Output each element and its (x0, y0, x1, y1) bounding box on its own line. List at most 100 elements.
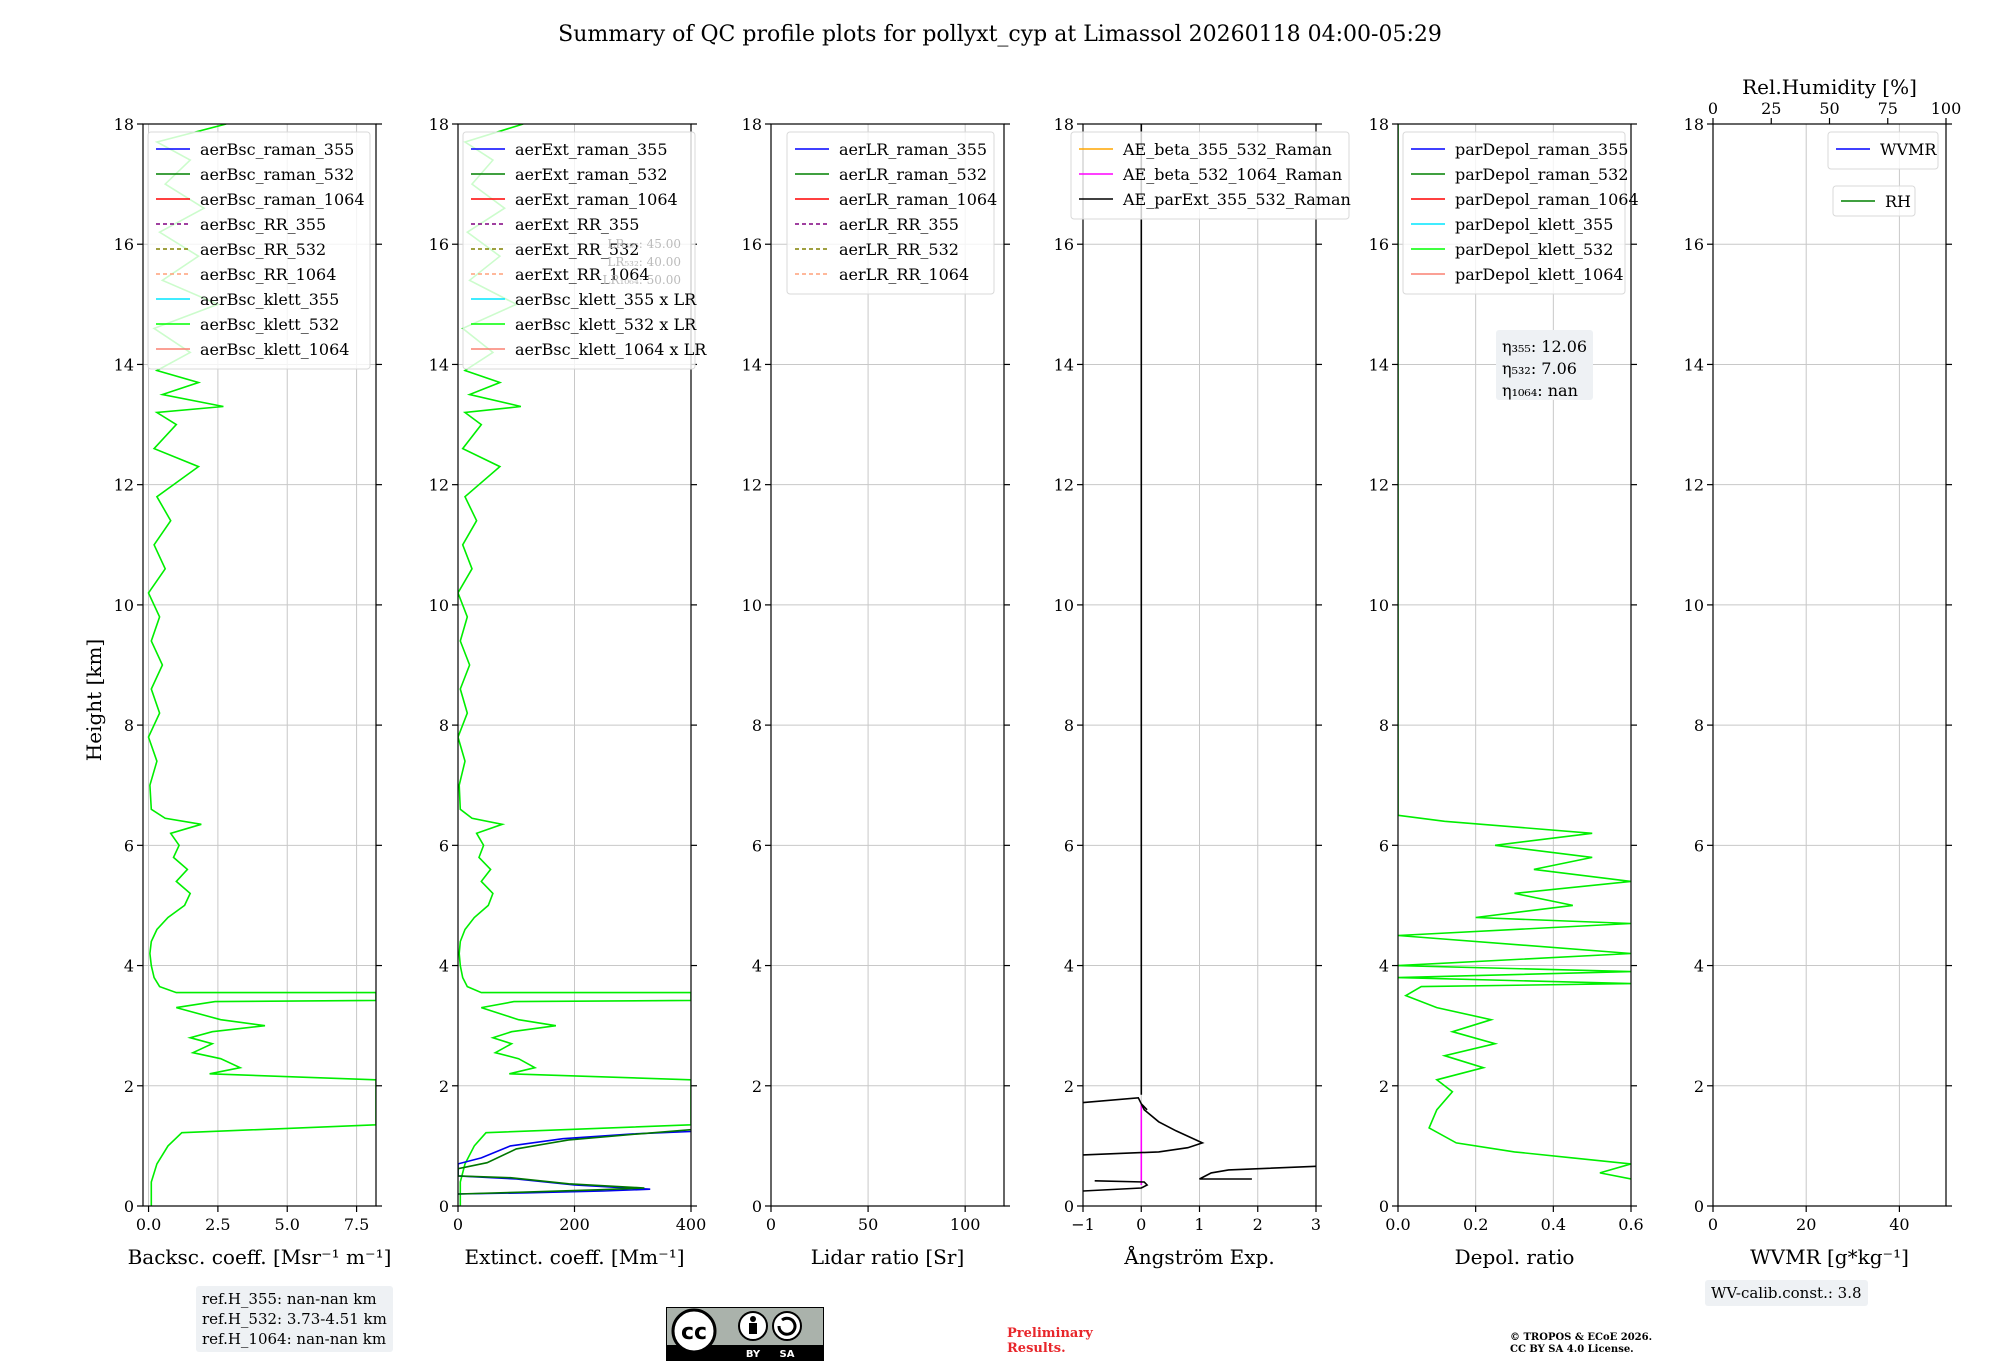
legend-entry: AE_parExt_355_532_Raman (1122, 190, 1351, 209)
series-line-aerExt_raman_355 (458, 1130, 691, 1195)
y-tick-label: 18 (429, 115, 449, 134)
eta-box (1496, 330, 1593, 400)
legend-box (462, 131, 696, 370)
top-x-tick-label: 100 (1931, 99, 1962, 118)
y-tick-label: 18 (1054, 115, 1074, 134)
y-tick-label: 0 (1694, 1197, 1704, 1216)
y-tick-label: 14 (1684, 355, 1704, 374)
legend-entry: aerExt_RR_532 (515, 240, 639, 259)
preliminary-results-note: Preliminary Results. (1007, 1326, 1093, 1356)
eta-label: η₁₀₆₄: nan (1502, 381, 1578, 400)
legend-entry: parDepol_raman_355 (1455, 140, 1628, 159)
legend-entry: aerBsc_RR_355 (200, 215, 326, 234)
x-axis-label: Depol. ratio (1455, 1245, 1575, 1269)
lidar-ratio-panel: 0 2 4 6 8 10 12 14 16 18 0 50 100 Lidar ratio [Sr] aer… (742, 115, 1010, 1269)
y-tick-label: 16 (1369, 235, 1389, 254)
y-tick-label: 10 (1369, 596, 1389, 615)
top-x-axis-label: Rel.Humidity [%] (1742, 75, 1917, 99)
top-x-tick-label: 50 (1819, 99, 1839, 118)
y-tick-label: 16 (429, 235, 449, 254)
x-tick-label: 0 (1136, 1215, 1146, 1234)
y-tick-label: 18 (114, 115, 134, 134)
cc-sa-label: SA (780, 1349, 795, 1360)
ref-height-532: ref.H_532: 3.73-4.51 km (202, 1310, 387, 1328)
y-tick-label: 8 (1694, 716, 1704, 735)
y-tick-label: 14 (1369, 355, 1389, 374)
y-tick-label: 0 (439, 1197, 449, 1216)
wv-calibration-constant: WV-calib.const.: 3.8 (1711, 1284, 1862, 1302)
y-tick-label: 10 (1054, 596, 1074, 615)
y-tick-label: 0 (752, 1197, 762, 1216)
legend-entry: parDepol_raman_1064 (1455, 190, 1639, 209)
x-tick-label: 200 (559, 1215, 590, 1234)
x-tick-label: 100 (950, 1215, 981, 1234)
y-tick-label: 8 (124, 716, 134, 735)
y-tick-label: 18 (1369, 115, 1389, 134)
y-tick-label: 8 (1064, 716, 1074, 735)
series-line-parDepol_klett_532 (1398, 124, 1631, 1180)
y-tick-label: 12 (1684, 476, 1704, 495)
license-note: © TROPOS & ECoE 2026. CC BY SA 4.0 Licen… (1510, 1332, 1652, 1356)
ref-height-1064: ref.H_1064: nan-nan km (202, 1330, 387, 1348)
legend-entry: aerLR_RR_355 (839, 215, 959, 234)
copyright-line: © TROPOS & ECoE 2026. (1510, 1332, 1653, 1343)
legend-box (1402, 131, 1626, 295)
y-tick-label: 2 (124, 1077, 134, 1096)
series-line-aerExt_raman_532 (458, 1128, 691, 1195)
y-tick-label: 18 (742, 115, 762, 134)
legend-entry: aerExt_raman_532 (515, 165, 668, 184)
x-axis-label: Lidar ratio [Sr] (811, 1245, 965, 1269)
legend-entry: WVMR (1880, 140, 1937, 159)
y-tick-label: 0 (1064, 1197, 1074, 1216)
y-tick-label: 0 (1379, 1197, 1389, 1216)
y-tick-label: 10 (1684, 596, 1704, 615)
legend-entry: aerBsc_klett_532 (200, 315, 339, 334)
y-tick-label: 14 (1054, 355, 1074, 374)
reference-heights-box: ref.H_355: nan-nan km ref.H_532: 3.73-4.… (196, 1286, 393, 1352)
y-tick-label: 4 (439, 957, 449, 976)
y-tick-label: 6 (752, 836, 762, 855)
y-tick-label: 14 (114, 355, 134, 374)
legend-entry: aerExt_RR_355 (515, 215, 639, 234)
x-tick-label: 2 (1253, 1215, 1263, 1234)
legend: WVMR (1827, 131, 1939, 170)
y-tick-label: 8 (752, 716, 762, 735)
y-tick-label: 4 (752, 957, 762, 976)
y-tick-label: 2 (752, 1077, 762, 1096)
axes-frame (770, 123, 1005, 1207)
y-tick-label: 2 (1694, 1077, 1704, 1096)
y-tick-label: 8 (439, 716, 449, 735)
y-tick-label: 4 (1694, 957, 1704, 976)
x-tick-label: 400 (676, 1215, 707, 1234)
y-tick-label: 12 (114, 476, 134, 495)
y-tick-label: 16 (742, 235, 762, 254)
y-tick-label: 12 (1369, 476, 1389, 495)
legend-entry: RH (1885, 192, 1911, 211)
x-tick-label: 0.6 (1618, 1215, 1643, 1234)
x-tick-label: −1 (1071, 1215, 1095, 1234)
y-tick-label: 6 (1694, 836, 1704, 855)
lidar-ratio-label: LR₃₅₅: 45.00 (607, 237, 681, 251)
top-x-tick-label: 25 (1761, 99, 1781, 118)
y-tick-label: 10 (742, 596, 762, 615)
x-tick-label: 0 (766, 1215, 776, 1234)
legend-entry: aerBsc_raman_1064 (200, 190, 365, 209)
y-tick-label: 4 (124, 957, 134, 976)
eta-label: η₃₅₅: 12.06 (1502, 337, 1587, 356)
cc-by-label: BY (746, 1349, 761, 1360)
y-tick-label: 12 (742, 476, 762, 495)
legend-entry: AE_beta_355_532_Raman (1122, 140, 1332, 159)
legend-entry: aerExt_raman_355 (515, 140, 668, 159)
legend-entry: aerBsc_RR_1064 (200, 265, 336, 284)
legend-entry: aerBsc_klett_355 x LR (515, 290, 697, 309)
y-tick-label: 18 (1684, 115, 1704, 134)
legend-entry: aerLR_RR_532 (839, 240, 959, 259)
x-tick-label: 5.0 (275, 1215, 300, 1234)
x-axis-label: Ångström Exp. (1123, 1244, 1274, 1269)
license-line: CC BY SA 4.0 License. (1510, 1344, 1634, 1355)
legend-entry: parDepol_klett_355 (1455, 215, 1613, 234)
x-tick-label: 3 (1311, 1215, 1321, 1234)
x-tick-label: 50 (858, 1215, 878, 1234)
